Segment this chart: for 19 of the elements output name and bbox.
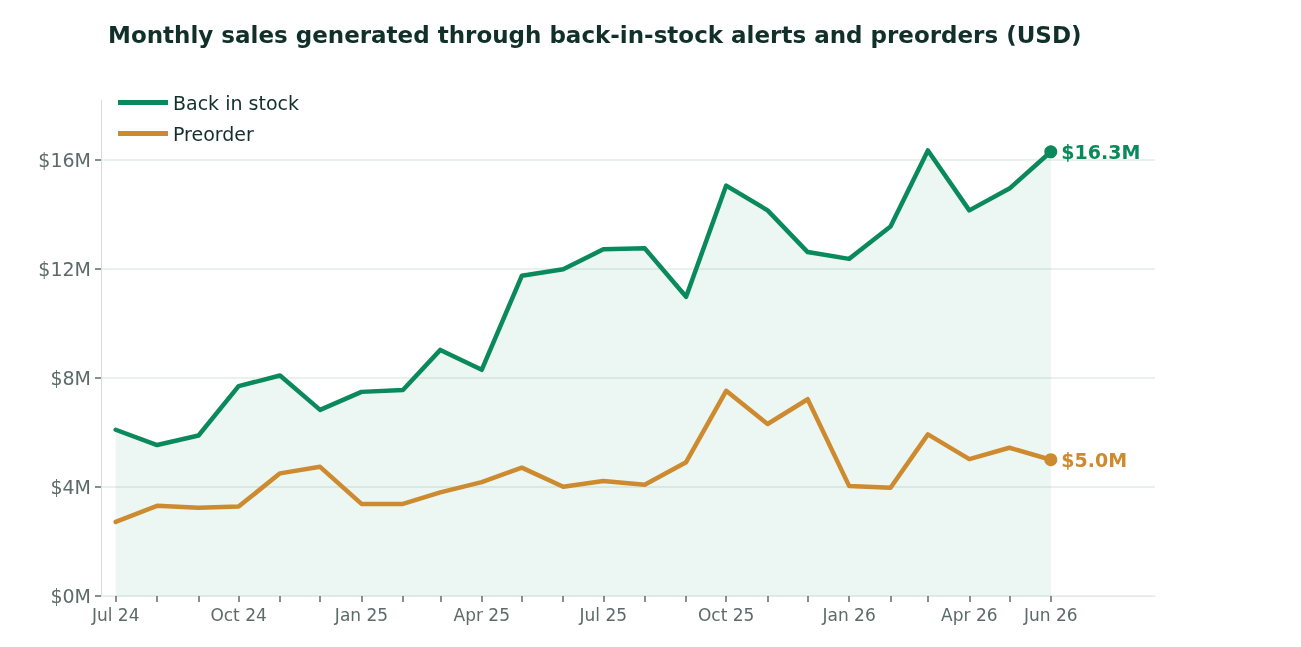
y-tick-label: $0M xyxy=(50,585,91,607)
x-tick-label: Jul 25 xyxy=(578,604,628,625)
data-label: $16.3M xyxy=(1061,140,1141,163)
y-tick-label: $12M xyxy=(38,257,91,280)
x-tick-label: Jun 26 xyxy=(1023,604,1078,625)
x-tick-label: Oct 24 xyxy=(210,604,267,625)
chart-title: Monthly sales generated through back-in-stock alerts and preorders (USD) xyxy=(108,21,1082,48)
x-tick-label: Oct 25 xyxy=(697,604,755,625)
x-tick-label: Jan 25 xyxy=(333,604,389,625)
y-tick-label: $8M xyxy=(50,366,91,389)
x-tick-label: Apr 26 xyxy=(941,604,998,625)
x-tick-label: Apr 25 xyxy=(453,604,510,625)
x-tick-label: Jul 24 xyxy=(90,604,140,625)
legend-label: Back in stock xyxy=(173,91,299,114)
data-label: $5.0M xyxy=(1061,448,1128,471)
legend-label: Preorder xyxy=(173,122,255,145)
y-tick-label: $4M xyxy=(50,475,91,498)
x-tick-label: Jan 26 xyxy=(821,604,876,625)
y-tick-label: $16M xyxy=(38,148,91,171)
